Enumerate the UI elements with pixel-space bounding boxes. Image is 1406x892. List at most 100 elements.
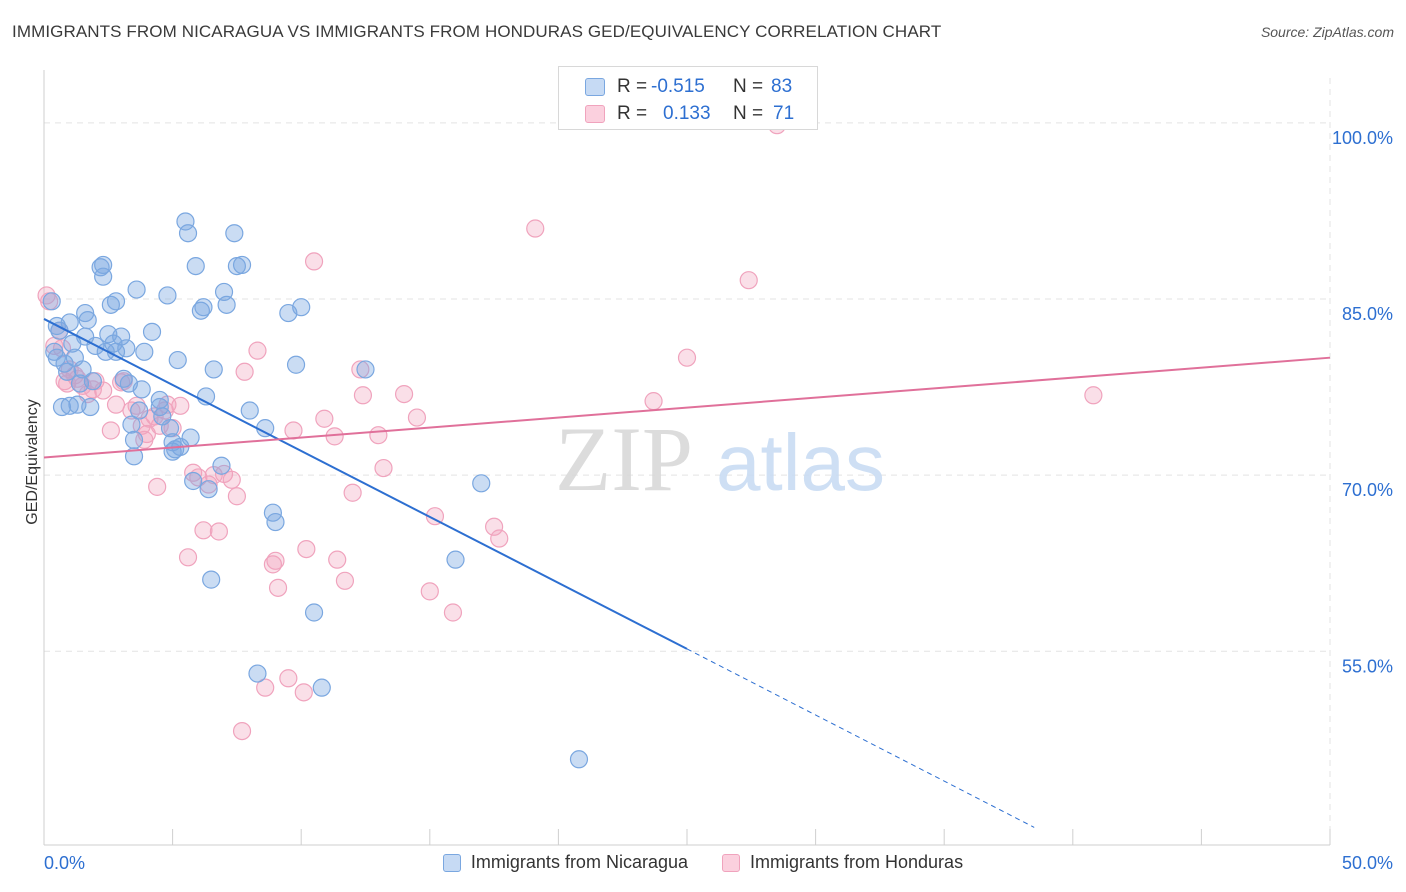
- point-honduras: [178, 548, 198, 567]
- point-nicaragua: [217, 295, 236, 314]
- point-honduras: [268, 578, 288, 597]
- point-honduras: [420, 582, 439, 601]
- point-honduras: [407, 408, 427, 427]
- point-nicaragua: [266, 512, 285, 532]
- y-tick-label: 100.0%: [1332, 128, 1393, 148]
- point-nicaragua: [186, 256, 205, 276]
- point-honduras: [351, 360, 370, 379]
- point-nicaragua: [94, 255, 113, 275]
- stats-r-value-honduras: 0.133: [663, 103, 711, 124]
- point-nicaragua: [158, 286, 177, 305]
- point-nicaragua: [184, 471, 203, 491]
- x-tick-label: 0.0%: [44, 853, 85, 873]
- series-nicaragua: [42, 212, 589, 769]
- point-honduras: [335, 571, 355, 590]
- point-nicaragua: [106, 292, 126, 311]
- trend-line-nicaragua-extrapolated: [686, 648, 1035, 828]
- point-nicaragua: [130, 401, 149, 420]
- point-nicaragua: [569, 750, 589, 769]
- point-honduras: [394, 384, 414, 404]
- trend-line-nicaragua: [43, 318, 688, 650]
- legend-label-nicaragua: Immigrants from Nicaragua: [470, 852, 688, 872]
- point-nicaragua: [199, 480, 218, 499]
- point-nicaragua: [76, 303, 95, 323]
- point-nicaragua: [248, 664, 267, 683]
- point-honduras: [677, 348, 697, 367]
- point-honduras: [284, 421, 303, 440]
- point-honduras: [256, 678, 275, 697]
- point-nicaragua: [150, 397, 169, 417]
- point-nicaragua: [124, 430, 144, 449]
- stats-r-label: R =: [617, 103, 648, 124]
- point-nicaragua: [472, 474, 491, 493]
- point-nicaragua: [202, 570, 221, 589]
- point-honduras: [235, 362, 254, 381]
- point-honduras: [248, 341, 267, 360]
- point-honduras: [171, 396, 190, 415]
- point-honduras: [304, 252, 324, 271]
- chart-title: IMMIGRANTS FROM NICARAGUA VS IMMIGRANTS …: [12, 22, 942, 41]
- point-honduras: [194, 521, 213, 540]
- point-nicaragua: [240, 401, 259, 420]
- y-tick-label: 85.0%: [1342, 304, 1393, 324]
- point-honduras: [189, 468, 208, 487]
- point-honduras: [101, 421, 120, 440]
- point-honduras: [148, 477, 167, 496]
- watermark-atlas: atlas: [716, 418, 885, 507]
- stats-swatch-nicaragua: [585, 78, 605, 96]
- point-nicaragua: [78, 311, 97, 330]
- point-nicaragua: [292, 298, 311, 317]
- legend-swatch-nicaragua: [442, 853, 461, 872]
- point-nicaragua: [60, 396, 79, 415]
- point-nicaragua: [58, 362, 77, 381]
- point-honduras: [374, 458, 393, 478]
- stats-legend: R = -0.515 N = 83 R = 0.133 N = 71: [558, 66, 818, 130]
- point-nicaragua: [117, 339, 136, 358]
- stats-n-value-nicaragua: 83: [771, 76, 793, 97]
- point-nicaragua: [232, 255, 252, 275]
- point-honduras: [266, 551, 285, 570]
- trend-line-honduras: [43, 356, 1331, 459]
- point-nicaragua: [304, 603, 324, 622]
- stats-swatch-honduras: [585, 105, 605, 123]
- point-nicaragua: [446, 550, 465, 569]
- stats-r-label: R =: [617, 76, 648, 97]
- point-honduras: [227, 487, 246, 506]
- point-nicaragua: [356, 360, 375, 379]
- point-nicaragua: [204, 360, 223, 379]
- point-nicaragua: [42, 292, 61, 311]
- point-nicaragua: [83, 372, 102, 391]
- point-nicaragua: [52, 397, 72, 417]
- legend-item-nicaragua[interactable]: Immigrants from Nicaragua: [442, 852, 688, 873]
- point-honduras: [106, 395, 126, 414]
- legend-item-honduras[interactable]: Immigrants from Honduras: [722, 852, 963, 873]
- point-honduras: [353, 386, 373, 405]
- point-honduras: [199, 475, 218, 494]
- point-honduras: [232, 721, 252, 741]
- point-honduras: [294, 683, 313, 702]
- point-nicaragua: [101, 295, 120, 314]
- axes: [43, 70, 1331, 846]
- point-nicaragua: [178, 224, 198, 243]
- point-nicaragua: [176, 212, 195, 231]
- watermark-zip: ZIP: [555, 408, 693, 510]
- point-nicaragua: [194, 298, 213, 317]
- point-nicaragua: [312, 678, 331, 697]
- stats-row-honduras: R = 0.133 N = 71: [559, 100, 817, 128]
- legend-swatch-honduras: [722, 853, 740, 872]
- stats-row-nicaragua: R = -0.515 N = 83: [559, 73, 817, 101]
- watermark: ZIP atlas: [555, 408, 885, 510]
- point-honduras: [644, 392, 663, 411]
- point-honduras: [526, 219, 545, 238]
- point-honduras: [209, 522, 228, 541]
- point-honduras: [739, 271, 758, 290]
- source-label: Source: ZipAtlas.com: [1260, 24, 1394, 40]
- point-nicaragua: [81, 397, 100, 417]
- legend: Immigrants from Nicaragua Immigrants fro…: [0, 852, 1406, 873]
- stats-n-label: N =: [733, 76, 764, 97]
- point-honduras: [490, 529, 509, 548]
- trend-lines: [43, 318, 1331, 828]
- point-nicaragua: [127, 280, 146, 299]
- point-honduras: [343, 483, 362, 502]
- point-honduras: [443, 603, 463, 622]
